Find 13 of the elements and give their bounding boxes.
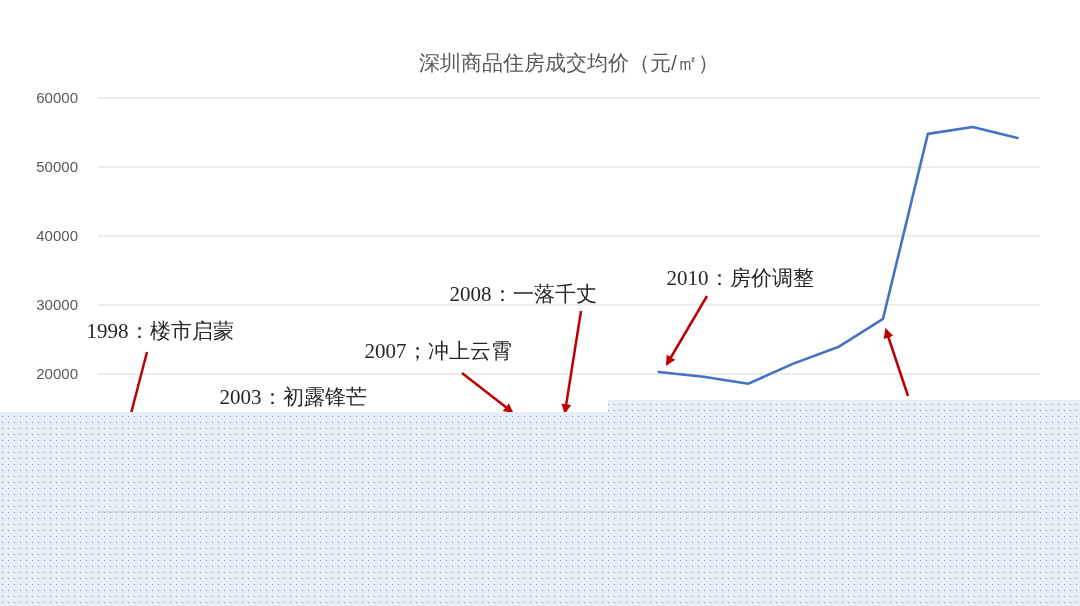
y-tick-label: 60000 — [36, 89, 78, 106]
y-tick-label: 30000 — [36, 296, 78, 313]
annotation: 2008：一落千丈 — [449, 282, 597, 306]
annotation: 1998：楼市启蒙 — [86, 319, 234, 343]
y-tick-label: 50000 — [36, 158, 78, 175]
annotation: 2010：房价调整 — [665, 266, 814, 366]
y-tick-label: 20000 — [36, 365, 78, 382]
y-tick-label: 40000 — [36, 227, 78, 244]
annotation: 2003：初露锋芒 — [219, 385, 367, 409]
line-series — [657, 125, 1019, 385]
annotation: 2010：房价调整 — [666, 266, 814, 290]
annotation: 2007；冲上云霄 — [364, 339, 512, 363]
title: 深圳商品住房成交均价（元/㎡） — [419, 51, 719, 74]
